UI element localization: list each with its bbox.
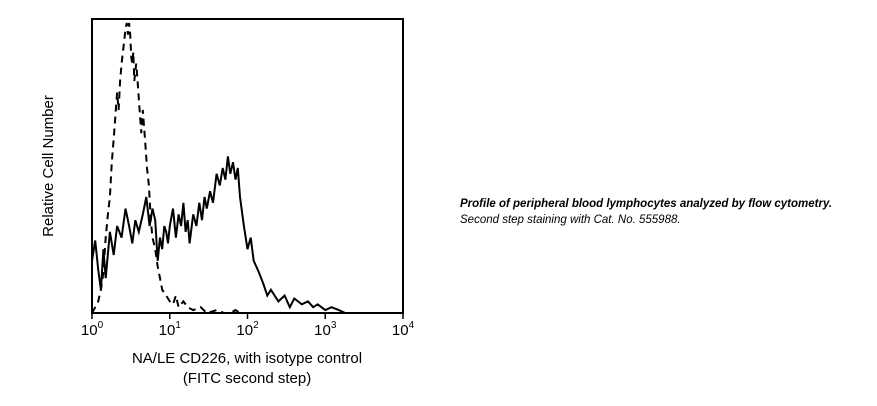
x-tick-label: 103 bbox=[314, 320, 337, 339]
plot-lines bbox=[91, 22, 349, 315]
y-axis-label: Relative Cell Number bbox=[40, 95, 57, 237]
x-tick-label: 102 bbox=[236, 320, 259, 339]
cd226-stain-line bbox=[91, 156, 349, 314]
isotype-control-line bbox=[91, 22, 241, 315]
figure-caption: Profile of peripheral blood lymphocytes … bbox=[460, 196, 870, 228]
x-axis-label-line2: (FITC second step) bbox=[183, 370, 311, 387]
caption-rest: Second step staining with Cat. No. 55598… bbox=[460, 214, 681, 226]
x-tick-label: 101 bbox=[159, 320, 182, 339]
x-axis-label-line1: NA/LE CD226, with isotype control bbox=[132, 350, 362, 367]
caption-bold: Profile of peripheral blood lymphocytes … bbox=[460, 198, 833, 210]
x-axis: 100 101 102 103 104 bbox=[81, 313, 415, 339]
x-tick-label: 100 bbox=[81, 320, 104, 339]
plot-frame bbox=[91, 18, 404, 314]
x-tick-label: 104 bbox=[392, 320, 415, 339]
